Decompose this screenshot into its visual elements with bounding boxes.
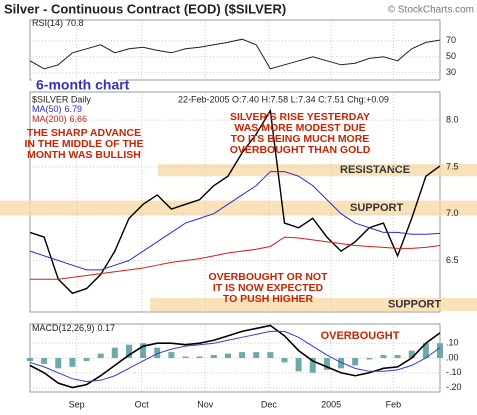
legend-name: RSI(14) xyxy=(32,18,63,28)
legend-value: 0.17 xyxy=(98,323,116,333)
legend-value: 70.8 xyxy=(66,18,84,28)
histogram-bar xyxy=(210,355,217,358)
histogram-bar xyxy=(41,358,48,364)
y-tick-label: .00 xyxy=(446,352,459,362)
annotation: THE SHARP ADVANCE xyxy=(27,127,141,139)
price-title: $SILVER Daily xyxy=(32,94,91,104)
y-tick-label: -.10 xyxy=(446,367,462,377)
y-tick-label: 70 xyxy=(446,35,456,45)
histogram-bar xyxy=(196,356,203,358)
y-tick-label: 30 xyxy=(446,67,456,77)
histogram-bar xyxy=(380,355,387,358)
annotation: OVERBOUGHT xyxy=(321,330,400,342)
histogram-bar xyxy=(352,358,359,366)
x-tick-label: Feb xyxy=(386,399,402,409)
annotation: TO ITS BEING MUCH MORE xyxy=(231,133,370,145)
series-line xyxy=(29,108,441,295)
annotation: MONTH WAS BULLISH xyxy=(27,149,141,161)
histogram-bar xyxy=(69,358,76,367)
panel xyxy=(29,19,441,81)
annotation: SILVER'S RISE YESTERDAY xyxy=(230,111,370,123)
band-label: SUPPORT xyxy=(350,202,403,214)
annotation: TO PUSH HIGHER xyxy=(223,293,314,305)
histogram-bar xyxy=(168,352,175,358)
annotation: IN THE MIDDLE OF THE xyxy=(25,138,144,150)
legend-entry: RSI(14) 70.8 xyxy=(32,18,84,28)
annotation: IT IS NOW EXPECTED xyxy=(213,282,324,294)
histogram-bar xyxy=(253,352,260,358)
annotation: OVERBOUGHT OR NOT xyxy=(208,271,328,283)
y-tick-label: 50 xyxy=(446,51,456,61)
histogram-bar xyxy=(437,343,443,358)
histogram-bar xyxy=(111,347,118,358)
legend-entry: MA(200) 6.66 xyxy=(32,114,87,124)
chart-title: Silver - Continuous Contract (EOD) ($SIL… xyxy=(4,1,286,16)
histogram-bar xyxy=(267,352,274,358)
histogram-bar xyxy=(281,358,288,363)
band xyxy=(150,297,477,312)
histogram-bar xyxy=(27,358,33,361)
x-tick-label: 2005 xyxy=(321,399,341,409)
legend-entry: MACD(12,26,9) 0.17 xyxy=(32,323,115,333)
histogram-bar xyxy=(125,344,132,358)
histogram-bar xyxy=(366,358,373,360)
legend-name: MACD(12,26,9) xyxy=(32,323,95,333)
histogram-bar xyxy=(83,358,90,361)
y-tick-label: .10 xyxy=(446,338,459,348)
series-line xyxy=(30,236,441,280)
histogram-bar xyxy=(55,358,62,369)
histogram-bar xyxy=(154,347,161,358)
legend-entry: MA(50) 6.79 xyxy=(32,104,82,114)
x-tick-label: Dec xyxy=(261,399,278,409)
credit: © StockCharts.com xyxy=(388,5,474,16)
x-tick-label: Nov xyxy=(197,399,214,409)
histogram-bar xyxy=(338,358,345,369)
series-line xyxy=(29,330,441,383)
series-line xyxy=(29,38,441,70)
histogram-bar xyxy=(323,358,330,370)
price-info: 22-Feb-2005 O:7.40 H:7.58 L:7.34 C:7.51 … xyxy=(178,94,389,104)
band xyxy=(0,200,477,216)
x-tick-label: Sep xyxy=(69,399,85,409)
histogram-bar xyxy=(224,353,231,358)
annotation: OVERBOUGHT THAN GOLD xyxy=(230,144,371,156)
histogram-bar xyxy=(394,355,401,358)
band-label: SUPPORT xyxy=(388,298,441,310)
histogram-bar xyxy=(309,358,316,373)
histogram-bar xyxy=(140,343,147,358)
y-tick-label: 7.5 xyxy=(446,161,459,171)
series-line xyxy=(29,171,441,271)
legend-name: MA(50) xyxy=(32,104,62,114)
histogram-bar xyxy=(295,358,302,372)
annotation: WAS MORE MODEST DUE xyxy=(234,122,365,134)
series-line xyxy=(29,324,441,389)
histogram-bar xyxy=(408,350,415,358)
legend-value: 6.79 xyxy=(65,104,83,114)
band-label: RESISTANCE xyxy=(340,164,410,176)
histogram-bar xyxy=(422,343,429,358)
subtitle-box xyxy=(32,78,118,93)
subtitle: 6-month chart xyxy=(36,77,130,93)
legend-value: 6.66 xyxy=(70,114,88,124)
y-tick-label: 6.5 xyxy=(446,255,459,265)
y-tick-label: 7.0 xyxy=(446,208,459,218)
legend-name: MA(200) xyxy=(32,114,67,124)
x-tick-label: Oct xyxy=(135,399,150,409)
y-tick-label: 8.0 xyxy=(446,114,459,124)
y-tick-label: -.20 xyxy=(446,382,462,392)
histogram-bar xyxy=(182,356,189,358)
histogram-bar xyxy=(97,353,104,358)
histogram-bar xyxy=(239,352,246,358)
